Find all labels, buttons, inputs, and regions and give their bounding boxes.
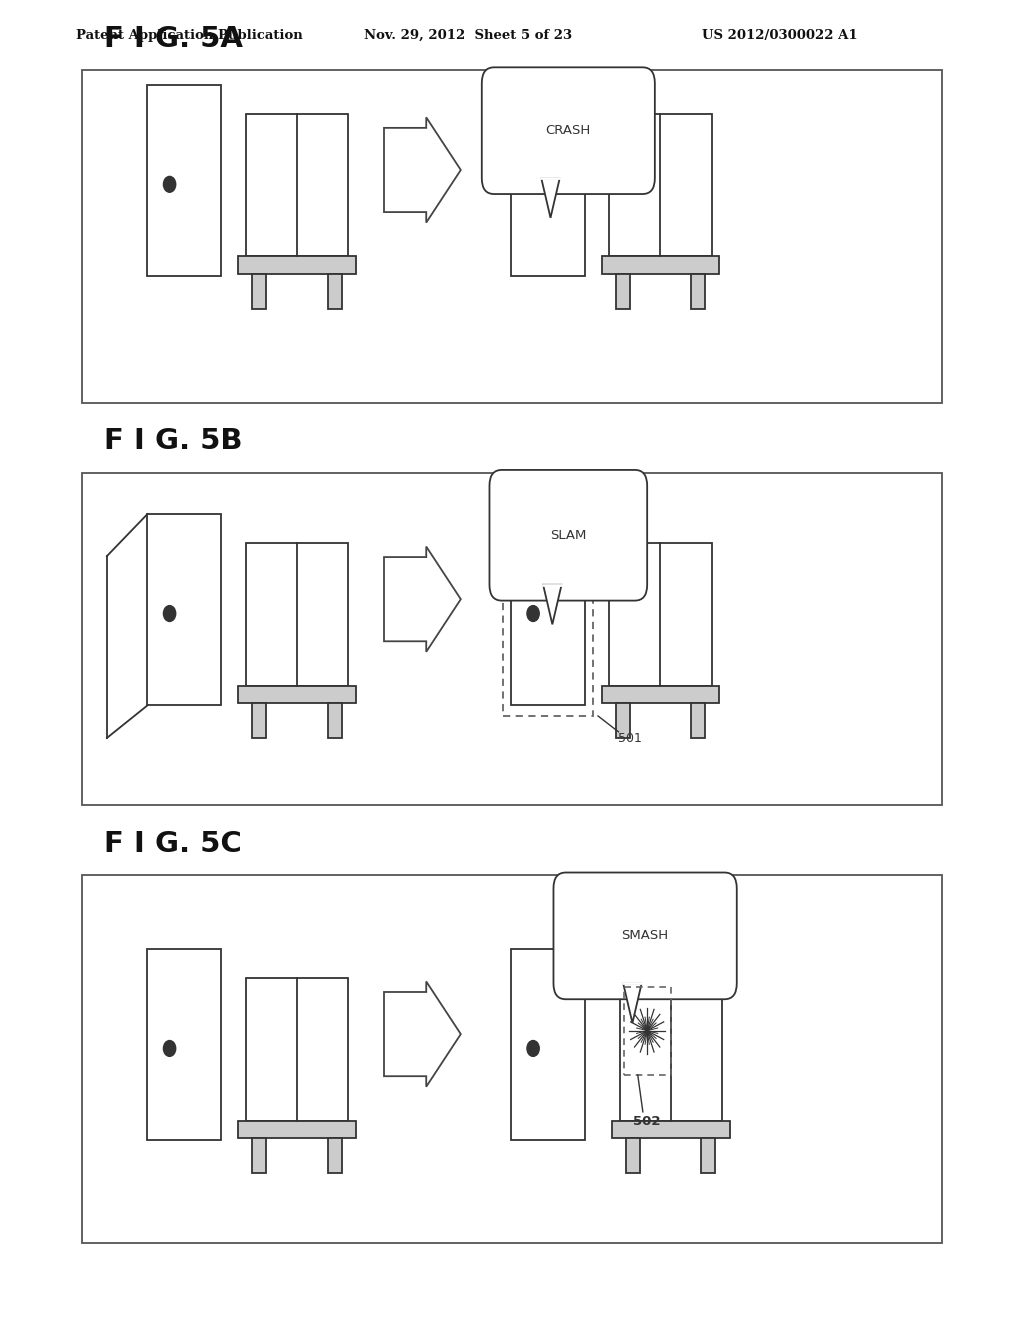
Bar [147,513,221,705]
Polygon shape [624,983,642,1023]
Bar [511,84,585,276]
Bar [252,702,266,738]
Bar [609,543,712,685]
Bar [701,1138,716,1173]
Polygon shape [384,117,461,223]
Circle shape [527,606,540,622]
Bar [609,114,712,256]
Bar [612,1121,729,1138]
Bar [82,473,942,805]
Text: F I G. 5A: F I G. 5A [104,25,244,53]
Polygon shape [542,178,560,218]
Bar [602,256,719,273]
Circle shape [527,177,540,193]
Bar [328,1138,342,1173]
Bar [82,875,942,1243]
Bar [615,273,630,309]
Bar [511,513,585,705]
Text: F I G. 5C: F I G. 5C [104,830,243,858]
Circle shape [527,1040,540,1056]
Circle shape [164,606,176,622]
Bar [238,1121,356,1138]
Bar [82,70,942,403]
Bar [246,978,348,1121]
Bar [246,114,348,256]
Text: Nov. 29, 2012  Sheet 5 of 23: Nov. 29, 2012 Sheet 5 of 23 [364,29,571,42]
Polygon shape [384,546,461,652]
Bar [147,84,221,276]
Bar [503,503,593,715]
Bar [511,949,585,1140]
FancyBboxPatch shape [489,470,647,601]
Bar [620,978,722,1121]
Bar [615,702,630,738]
Bar [252,1138,266,1173]
Polygon shape [384,982,461,1086]
Bar [328,702,342,738]
Bar [691,702,706,738]
Circle shape [164,1040,176,1056]
FancyBboxPatch shape [553,873,737,999]
Bar [238,685,356,702]
Text: 502: 502 [633,1114,660,1127]
Text: F I G. 5B: F I G. 5B [104,428,243,455]
Polygon shape [543,585,561,624]
Circle shape [164,177,176,193]
Text: Patent Application Publication: Patent Application Publication [76,29,302,42]
Bar [328,273,342,309]
Bar [239,256,356,273]
Bar [626,1138,640,1173]
Text: CRASH: CRASH [546,124,591,137]
Text: SLAM: SLAM [550,529,587,541]
Bar [147,949,221,1140]
Bar [691,273,706,309]
FancyBboxPatch shape [482,67,655,194]
Bar [246,543,348,685]
Bar [602,685,719,702]
Text: SMASH: SMASH [622,929,669,942]
Text: 501: 501 [618,731,642,744]
Bar [624,986,671,1074]
Bar [252,273,266,309]
Text: US 2012/0300022 A1: US 2012/0300022 A1 [702,29,858,42]
